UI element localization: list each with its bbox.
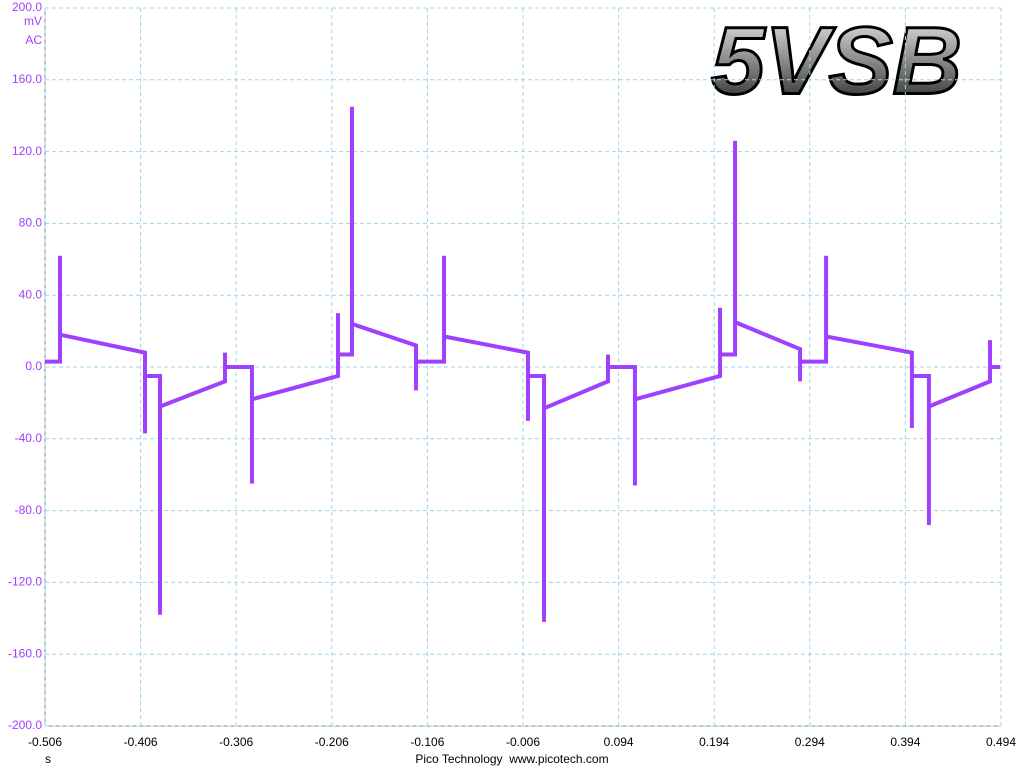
y-tick-label: 0.0 (25, 359, 42, 373)
x-tick-label: -0.506 (28, 735, 62, 749)
x-tick-label: -0.306 (219, 735, 253, 749)
x-tick-label: -0.106 (410, 735, 444, 749)
x-tick-label: 0.394 (890, 735, 920, 749)
x-tick-label: -0.006 (506, 735, 540, 749)
y-tick-label: -160.0 (8, 646, 42, 660)
x-tick-label: 0.294 (795, 735, 825, 749)
y-tick-label: -80.0 (15, 503, 43, 517)
y-tick-label: -120.0 (8, 575, 42, 589)
y-tick-label: 160.0 (12, 72, 42, 86)
waveform (45, 106, 1001, 622)
x-tick-label: 0.194 (699, 735, 729, 749)
footer: Pico Technology www.picotech.com (415, 752, 608, 766)
y-coupling: AC (25, 33, 42, 47)
y-tick-label: -40.0 (15, 431, 43, 445)
x-axis-label: s (45, 752, 51, 766)
x-tick-label: -0.406 (124, 735, 158, 749)
chart-title: 5VSB (711, 7, 962, 114)
x-tick-label: 0.494 (986, 735, 1016, 749)
y-tick-label: 200.0 (12, 0, 42, 14)
x-tick-label: -0.206 (315, 735, 349, 749)
y-tick-label: -200.0 (8, 718, 42, 732)
y-tick-label: 120.0 (12, 144, 42, 158)
y-tick-label: 40.0 (19, 287, 43, 301)
y-unit: mV (24, 14, 42, 28)
y-tick-label: 80.0 (19, 216, 43, 230)
x-tick-label: 0.094 (604, 735, 634, 749)
